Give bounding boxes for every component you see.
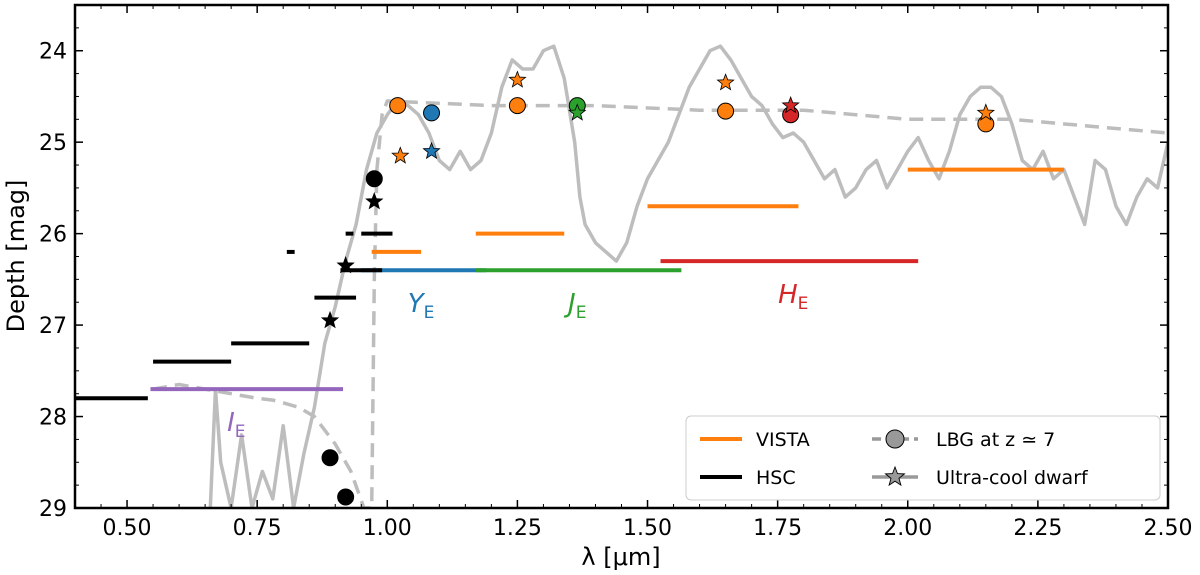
- euclid-band-j-label: JE: [563, 289, 586, 323]
- x-tick-label: 1.75: [753, 516, 802, 541]
- dwarf-point: [336, 256, 355, 274]
- lbg-point: [337, 488, 355, 506]
- dwarf-point: [422, 141, 441, 160]
- y-tick-label: 27: [39, 314, 67, 339]
- dwarf-spectrum-line: [208, 44, 1168, 508]
- x-tick-label: 1.00: [363, 516, 412, 541]
- axis-ticks: 0.50 0.75 1.00 1.25 1.50 1.75 2.00 2.25 2.50 24 25…: [39, 5, 1192, 541]
- lbg-point: [508, 97, 526, 115]
- legend-label: Ultra-cool dwarf: [936, 467, 1089, 489]
- legend: VISTA LBG at z ≃ 7 HSC Ultra-cool dwarf: [685, 415, 1161, 501]
- legend-label: VISTA: [756, 429, 810, 451]
- dwarf-point: [976, 103, 995, 121]
- lbg-point: [423, 104, 441, 122]
- lbg-point: [389, 97, 407, 115]
- dwarf-point: [391, 146, 410, 164]
- legend-swatch-lbg-marker: [885, 429, 905, 449]
- dwarf-point: [320, 310, 340, 329]
- x-tick-label: 2.50: [1144, 516, 1193, 541]
- y-tick-label: 25: [39, 131, 67, 156]
- legend-label: HSC: [756, 467, 796, 489]
- euclid-band-h-label: HE: [778, 280, 808, 314]
- legend-box: [685, 415, 1161, 501]
- legend-label: LBG at z ≃ 7: [936, 429, 1055, 451]
- marker-layer: IE YE JE HE: [227, 70, 995, 506]
- data-layer: [75, 44, 1168, 508]
- x-tick-label: 1.25: [493, 516, 542, 541]
- y-tick-label: 24: [39, 40, 67, 65]
- x-tick-label: 0.75: [233, 516, 282, 541]
- dwarf-point: [365, 192, 384, 210]
- dwarf-point: [568, 103, 587, 121]
- y-axis-label: Depth [mag]: [2, 180, 30, 333]
- euclid-band-i-label: IE: [227, 408, 245, 442]
- lbg-point: [977, 115, 995, 133]
- y-tick-label: 28: [39, 406, 67, 431]
- lbg-point: [717, 102, 735, 120]
- dwarf-point: [781, 95, 800, 114]
- x-tick-label: 2.25: [1013, 516, 1062, 541]
- y-tick-label: 26: [39, 223, 67, 248]
- x-axis-label: λ [μm]: [581, 543, 660, 571]
- lbg-point: [365, 170, 383, 188]
- x-tick-label: 2.00: [883, 516, 932, 541]
- y-tick-label: 29: [39, 497, 67, 522]
- x-tick-label: 1.50: [623, 516, 672, 541]
- lbg-point: [321, 449, 339, 467]
- x-tick-label: 0.50: [103, 516, 152, 541]
- lbg-spectrum-line: [152, 99, 1168, 508]
- euclid-band-y-label: YE: [408, 289, 435, 323]
- dwarf-point: [508, 70, 527, 88]
- legend-swatch-dwarf-marker: [884, 465, 906, 487]
- dwarf-point: [716, 73, 735, 91]
